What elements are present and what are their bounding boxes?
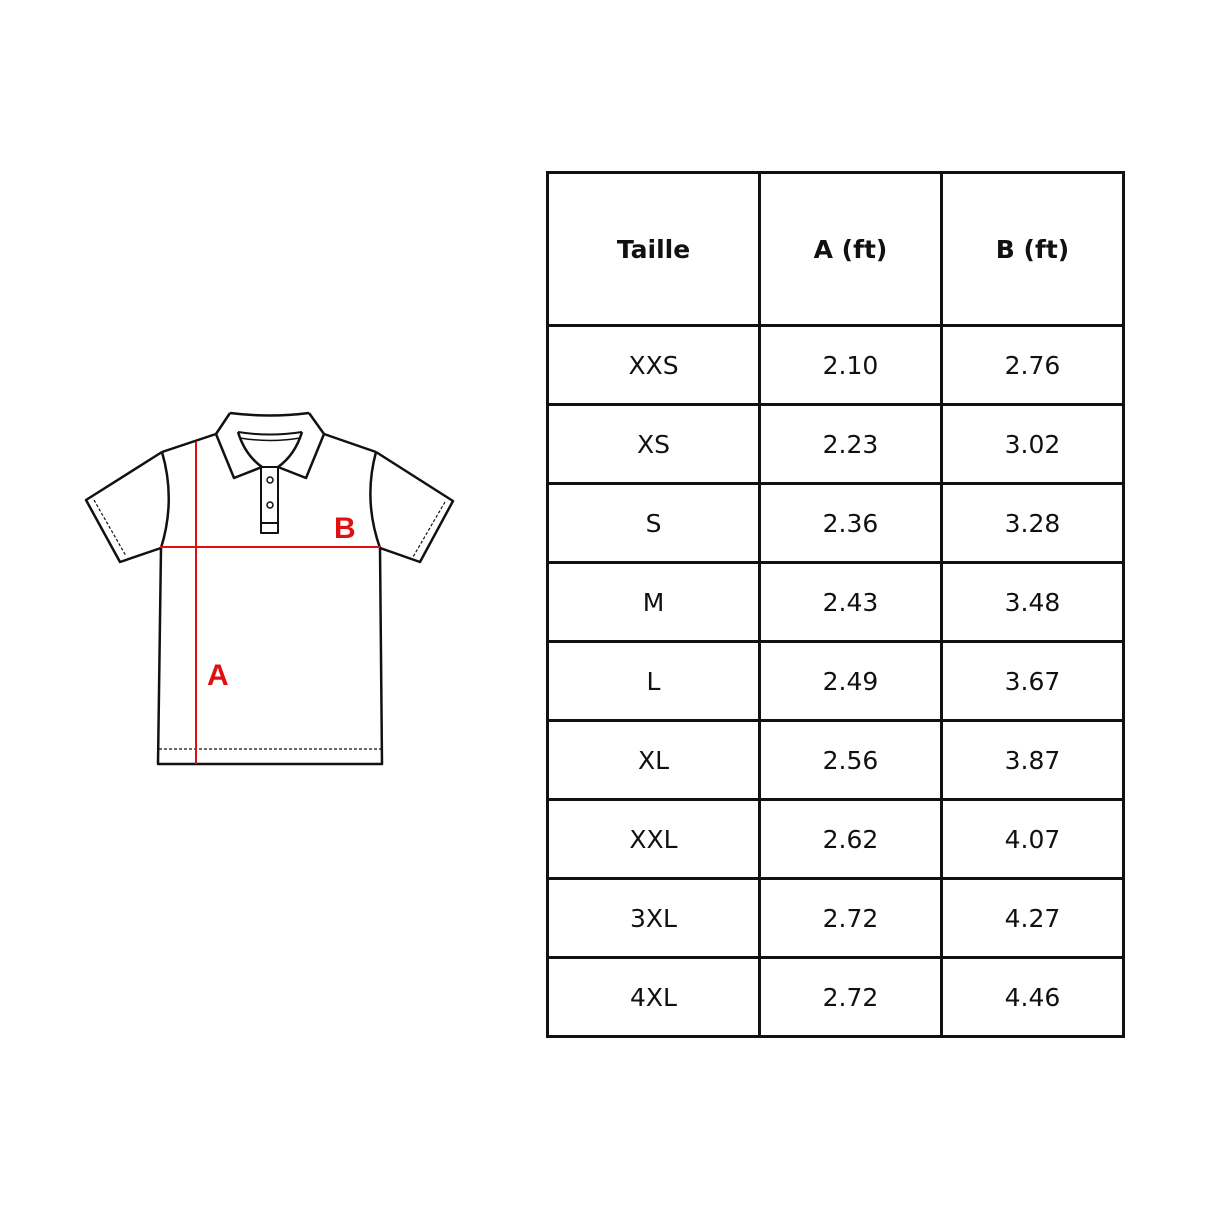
size-cell: M xyxy=(546,561,761,643)
measure-lines xyxy=(160,442,380,764)
table-row: M 2.43 3.48 xyxy=(546,561,1125,643)
header-a: A (ft) xyxy=(758,171,943,327)
collar-top xyxy=(229,411,310,417)
right-collar-flap xyxy=(276,412,326,480)
size-cell: XL xyxy=(546,719,761,801)
b-cell: 4.46 xyxy=(940,956,1125,1038)
table-row: XXS 2.10 2.76 xyxy=(546,324,1125,406)
left-shoulder xyxy=(161,432,217,454)
placket xyxy=(260,466,279,534)
table-header-row: Taille A (ft) B (ft) xyxy=(546,171,1125,327)
size-cell: 3XL xyxy=(546,877,761,959)
left-collar-flap xyxy=(214,412,264,480)
a-cell: 2.49 xyxy=(758,640,943,722)
table-row: XL 2.56 3.87 xyxy=(546,719,1125,801)
a-cell: 2.36 xyxy=(758,482,943,564)
right-armhole xyxy=(369,451,382,549)
left-armhole xyxy=(159,451,170,549)
left-sleeve xyxy=(84,450,163,564)
a-cell: 2.23 xyxy=(758,403,943,485)
label-b: B xyxy=(334,512,356,545)
collar-band-inner xyxy=(239,437,301,442)
button-icon xyxy=(266,501,274,509)
table-row: L 2.49 3.67 xyxy=(546,640,1125,722)
a-cell: 2.10 xyxy=(758,324,943,406)
a-cell: 2.43 xyxy=(758,561,943,643)
left-sleeve-hem xyxy=(93,499,127,557)
size-table: Taille A (ft) B (ft) XXS 2.10 2.76 XS 2.23 3.… xyxy=(546,171,1125,1038)
a-cell: 2.72 xyxy=(758,956,943,1038)
b-cell: 2.76 xyxy=(940,324,1125,406)
collar-band xyxy=(237,431,303,436)
shirt-body xyxy=(156,547,384,766)
b-cell: 3.48 xyxy=(940,561,1125,643)
b-cell: 4.27 xyxy=(940,877,1125,959)
a-cell: 2.56 xyxy=(758,719,943,801)
b-cell: 3.67 xyxy=(940,640,1125,722)
b-cell: 3.87 xyxy=(940,719,1125,801)
table-row: 4XL 2.72 4.46 xyxy=(546,956,1125,1038)
a-cell: 2.72 xyxy=(758,877,943,959)
b-cell: 4.07 xyxy=(940,798,1125,880)
size-cell: S xyxy=(546,482,761,564)
header-b: B (ft) xyxy=(940,171,1125,327)
shirt-outline xyxy=(84,411,455,766)
size-cell: L xyxy=(546,640,761,722)
b-cell: 3.28 xyxy=(940,482,1125,564)
right-shoulder xyxy=(323,432,377,454)
size-cell: 4XL xyxy=(546,956,761,1038)
a-cell: 2.62 xyxy=(758,798,943,880)
size-cell: XXS xyxy=(546,324,761,406)
size-cell: XXL xyxy=(546,798,761,880)
table-row: XS 2.23 3.02 xyxy=(546,403,1125,485)
header-size: Taille xyxy=(546,171,761,327)
table-row: 3XL 2.72 4.27 xyxy=(546,877,1125,959)
label-a: A xyxy=(207,659,229,692)
right-sleeve xyxy=(375,450,455,564)
b-cell: 3.02 xyxy=(940,403,1125,485)
size-cell: XS xyxy=(546,403,761,485)
right-sleeve-hem xyxy=(412,501,446,558)
button-icon xyxy=(266,476,274,484)
table-row: S 2.36 3.28 xyxy=(546,482,1125,564)
table-row: XXL 2.62 4.07 xyxy=(546,798,1125,880)
